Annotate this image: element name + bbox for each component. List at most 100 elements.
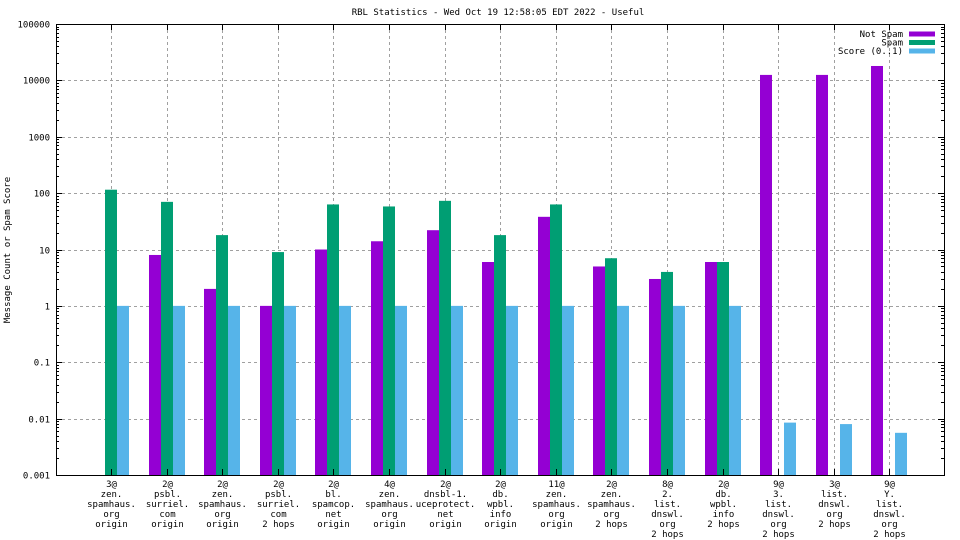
x-tick-label-line: uceprotect. [416, 500, 476, 510]
x-tick-label-line: dnswl. [651, 510, 684, 520]
x-tick-label-line: 2 hops [762, 530, 795, 540]
y-axis: 0.001 0.01 0.1 1 10 100 1000 10000 100000 [17, 21, 944, 482]
x-tick-label-line: 2 hops [651, 530, 684, 540]
x-tick-label-line: info [713, 510, 735, 520]
x-tick-label-line: list. [821, 490, 848, 500]
x-tick-label-line: psbl. [154, 490, 181, 500]
bar-spam [327, 204, 339, 475]
x-tick-label-line: wpbl. [710, 500, 737, 510]
bar-spam [216, 235, 228, 475]
bar-not-spam [204, 288, 216, 475]
x-tick-label-line: 2 hops [873, 530, 906, 540]
x-tick-label-line: org [770, 520, 786, 530]
bar-score-0-1 [228, 305, 240, 475]
x-tick-label-line: org [826, 510, 842, 520]
legend-swatch [909, 40, 935, 45]
x-tick-label-line: 2@ [495, 480, 506, 490]
x-tick-label-line: 11@ [548, 480, 565, 490]
bar-not-spam [315, 249, 327, 475]
x-tick-label-line: net [325, 510, 341, 520]
bar-spam [383, 206, 395, 476]
x-tick-label-line: zen. [101, 490, 123, 500]
bar-spam [494, 235, 506, 475]
x-tick-label-line: wpbl. [487, 500, 514, 510]
x-tick-label-line: org [214, 510, 230, 520]
x-tick-label-line: zen. [379, 490, 401, 500]
bar-spam [661, 271, 673, 475]
x-tick-label-line: org [103, 510, 119, 520]
x-tick-label-line: 2@ [217, 480, 228, 490]
x-tick-label-line: 2 hops [262, 520, 295, 530]
bar-score-0-1 [506, 305, 518, 475]
bar-not-spam [871, 65, 883, 475]
x-tick-label-line: psbl. [265, 490, 292, 500]
x-tick-label-line: 3@ [829, 480, 840, 490]
x-tick-label-line: spamhaus. [365, 500, 414, 510]
legend-label: Score (0..1) [838, 47, 903, 57]
bar-score-0-1 [617, 305, 629, 475]
bar-not-spam [649, 278, 661, 475]
x-tick-label-line: list. [654, 500, 681, 510]
bar-not-spam [538, 216, 550, 475]
x-tick-label-line: 4@ [384, 480, 395, 490]
x-tick-label-line: 2@ [718, 480, 729, 490]
bar-spam [605, 258, 617, 475]
x-tick-label-line: db. [715, 490, 731, 500]
legend-label: Spam [881, 39, 903, 49]
x-tick-label-line: dnswl. [762, 510, 795, 520]
x-tick-label-line: 2@ [606, 480, 617, 490]
bar-spam [717, 262, 729, 475]
x-tick-label-line: 2. [662, 490, 673, 500]
x-tick-label-line: 2@ [440, 480, 451, 490]
bar-not-spam [705, 262, 717, 475]
bar-score-0-1 [673, 305, 685, 475]
x-tick-label-line: spamhaus. [587, 500, 636, 510]
x-tick-label-line: 2@ [273, 480, 284, 490]
legend-label: Not Spam [860, 30, 903, 40]
x-tick-label-line: spamhaus. [198, 500, 247, 510]
bar-not-spam [482, 262, 494, 475]
x-tick-label-line: surriel. [257, 500, 300, 510]
bar-not-spam [371, 241, 383, 475]
bar-score-0-1 [895, 432, 907, 475]
x-tick-label-line: org [381, 510, 397, 520]
bar-score-0-1 [117, 305, 129, 475]
x-tick-label-line: Y. [884, 490, 895, 500]
bar-spam [272, 252, 284, 475]
x-tick-label-line: 2@ [162, 480, 173, 490]
bar-not-spam [149, 254, 161, 475]
x-tick-label-line: origin [206, 520, 239, 530]
x-tick-label-line: dnswl. [818, 500, 851, 510]
bar-score-0-1 [784, 422, 796, 475]
x-tick-label-line: 9@ [884, 480, 895, 490]
x-tick-label-line: org [603, 510, 619, 520]
x-tick-label-line: zen. [601, 490, 623, 500]
bar-not-spam [260, 305, 272, 475]
x-tick-label-line: zen. [212, 490, 234, 500]
x-tick-label-line: 3@ [106, 480, 117, 490]
bar-score-0-1 [395, 305, 407, 475]
bar-not-spam [816, 74, 828, 476]
bar-not-spam [760, 74, 772, 476]
x-tick-label-line: list. [765, 500, 792, 510]
x-tick-label-line: org [548, 510, 564, 520]
y-tick-label: 0.01 [28, 416, 50, 426]
bar-spam [439, 200, 451, 475]
x-tick-label-line: list. [876, 500, 903, 510]
bar-spam [161, 201, 173, 475]
bar-not-spam [593, 266, 605, 475]
x-tick-label-line: origin [151, 520, 184, 530]
x-tick-label-line: spamcop. [312, 500, 355, 510]
y-tick-label: 1 [45, 303, 50, 313]
